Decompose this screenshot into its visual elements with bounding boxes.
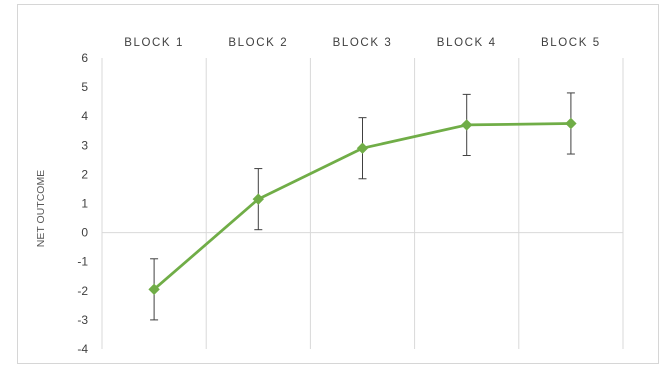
- data-point-marker: [460, 119, 473, 131]
- y-tick-label: 0: [81, 226, 88, 240]
- category-label: BLOCK 5: [541, 37, 601, 49]
- category-label: BLOCK 2: [228, 37, 288, 49]
- y-tick-label: 1: [81, 197, 88, 211]
- y-tick-label: 6: [81, 51, 88, 65]
- data-markers: [148, 117, 577, 296]
- category-label: BLOCK 4: [437, 37, 497, 49]
- data-point-marker: [565, 117, 577, 130]
- y-tick-label: 5: [81, 80, 88, 94]
- category-label: BLOCK 1: [124, 37, 184, 49]
- chart-frame: [17, 4, 659, 364]
- category-labels: BLOCK 1 BLOCK 2 BLOCK 3 BLOCK 4 BLOCK 5: [124, 37, 601, 49]
- y-tick-label: -3: [77, 313, 88, 327]
- category-label: BLOCK 3: [333, 37, 393, 49]
- y-tick-label: 2: [81, 167, 88, 181]
- data-point-marker: [356, 142, 369, 154]
- y-tick-label: 3: [81, 138, 88, 152]
- data-point-marker: [252, 193, 265, 205]
- y-tick-label: -2: [77, 284, 88, 298]
- y-axis-ticks: 6 5 4 3 2 1 0 -1 -2 -3 -4: [77, 51, 88, 356]
- y-axis-label: NET OUTCOME: [35, 170, 47, 247]
- grid-layer: [101, 58, 624, 349]
- data-point-marker: [148, 283, 160, 296]
- error-bars: [150, 92, 575, 321]
- y-tick-label: -1: [77, 255, 88, 269]
- y-tick-label: 4: [81, 109, 88, 123]
- y-tick-label: -4: [77, 342, 88, 356]
